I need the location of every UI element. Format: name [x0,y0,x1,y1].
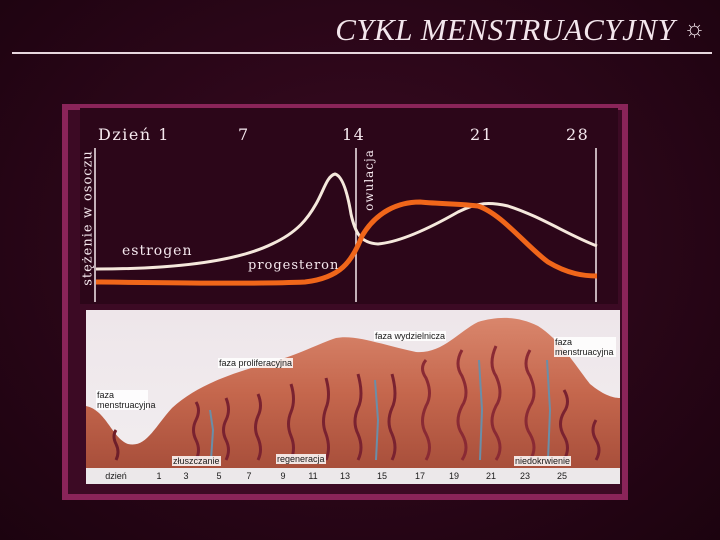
process-label-shedding: złuszczanie [172,456,221,466]
day-tick: 15 [376,471,388,481]
estrogen-label: estrogen [122,243,193,259]
process-label-ischemia: niedokrwienie [514,456,572,466]
day-tick: 25 [556,471,568,481]
title-text: CYKL MENSTRUACYJNY [335,12,676,47]
endometrium-layer-art [86,317,620,484]
day-tick: 1 [156,471,162,481]
endometrium-illustration: faza wydzielnicza faza proliferacyjna fa… [86,310,620,484]
day-label-14: 14 [342,125,366,144]
sun-gear-icon: ☼ [683,16,706,42]
title-divider [12,52,712,54]
day-label-21: 21 [470,125,494,144]
phase-label-menstrual-end: faza menstruacyjna [554,337,616,357]
day-axis-label: dzień [105,471,127,481]
day-tick: 13 [339,471,351,481]
day-axis-band [86,468,620,484]
day-tick: 9 [280,471,286,481]
glands-and-arteries [112,345,601,461]
day-tick: 19 [448,471,460,481]
day-label-7: 7 [238,125,250,144]
day-label-1: Dzień 1 [98,125,170,144]
endometrium-tissue [86,317,620,468]
day-tick: 23 [519,471,531,481]
phase-label-proliferative: faza proliferacyjna [218,358,294,368]
page-title: CYKL MENSTRUACYJNY ☼ [335,12,706,48]
progesteron-label: progesteron [248,258,340,273]
estrogen-curve [95,172,598,271]
process-label-regeneration: regeneracja [276,454,326,464]
progesteron-curve [95,199,598,286]
day-tick: 21 [485,471,497,481]
day-tick: 7 [246,471,252,481]
day-label-28: 28 [566,125,590,144]
day-tick: 5 [216,471,222,481]
day-tick: 11 [308,471,318,481]
phase-label-secretory: faza wydzielnicza [374,331,447,341]
phase-label-menstrual-start: faza menstruacyjna [96,390,156,410]
day-tick: 17 [414,471,426,481]
day-tick: 3 [183,471,189,481]
